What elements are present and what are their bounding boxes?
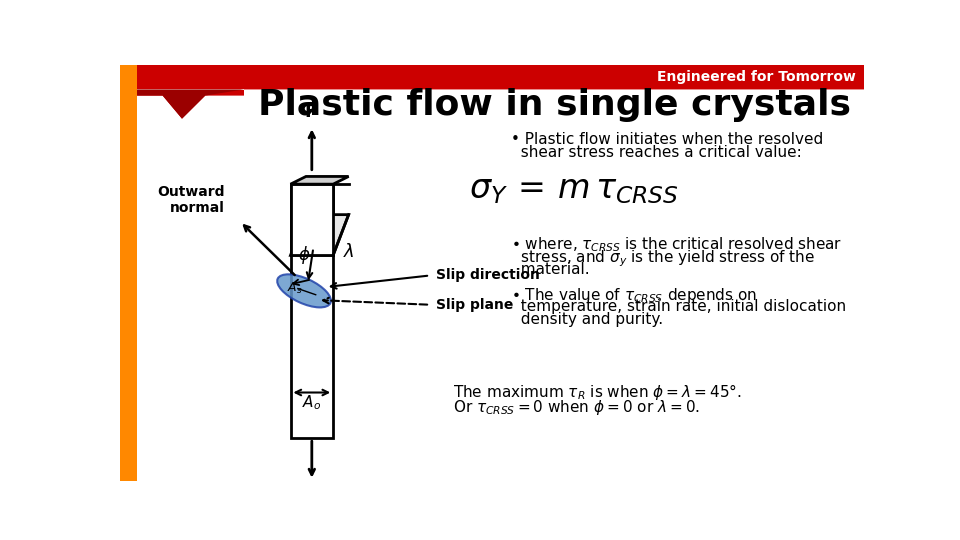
Ellipse shape [277, 274, 331, 307]
Bar [120, 65, 864, 90]
Text: • The value of $\tau_{CRSS}$ depends on: • The value of $\tau_{CRSS}$ depends on [512, 286, 757, 305]
Text: F: F [304, 103, 317, 121]
Text: temperature, strain rate, initial dislocation: temperature, strain rate, initial disloc… [512, 299, 847, 314]
Polygon shape [291, 214, 348, 255]
Text: The maximum $\tau_R$ is when $\phi = \lambda = 45°$.: The maximum $\tau_R$ is when $\phi = \la… [453, 382, 742, 402]
Text: Or $\tau_{CRSS} = 0$ when $\phi = 0$ or $\lambda = 0$.: Or $\tau_{CRSS} = 0$ when $\phi = 0$ or … [453, 398, 700, 417]
Text: $A_o$: $A_o$ [302, 393, 322, 412]
Text: Slip plane: Slip plane [436, 298, 514, 312]
Text: $A_s$: $A_s$ [287, 281, 302, 296]
Text: material.: material. [512, 262, 590, 277]
Bar [120, 65, 137, 481]
Text: $\phi$: $\phi$ [299, 245, 311, 266]
Bar [291, 184, 333, 255]
Polygon shape [291, 177, 348, 184]
Text: stress, and $\sigma_y$ is the yield stress of the: stress, and $\sigma_y$ is the yield stre… [512, 249, 815, 269]
Bar [291, 184, 333, 438]
Text: Outward
normal: Outward normal [157, 185, 225, 215]
Polygon shape [137, 90, 244, 119]
Text: $\sigma_Y\,=\,m\,\tau_{CRSS}$: $\sigma_Y\,=\,m\,\tau_{CRSS}$ [468, 173, 678, 206]
Text: shear stress reaches a critical value:: shear stress reaches a critical value: [512, 145, 803, 160]
Text: • where, $\tau_{CRSS}$ is the critical resolved shear: • where, $\tau_{CRSS}$ is the critical r… [512, 236, 843, 254]
Text: density and purity.: density and purity. [512, 312, 663, 327]
Text: Engineered for Tomorrow: Engineered for Tomorrow [658, 70, 856, 84]
Text: Plastic flow in single crystals: Plastic flow in single crystals [257, 88, 851, 122]
Polygon shape [120, 65, 864, 119]
Bar [120, 65, 137, 481]
Text: • Plastic flow initiates when the resolved: • Plastic flow initiates when the resolv… [512, 132, 824, 147]
Text: Slip direction: Slip direction [436, 268, 540, 282]
Text: $\lambda$: $\lambda$ [343, 244, 354, 261]
